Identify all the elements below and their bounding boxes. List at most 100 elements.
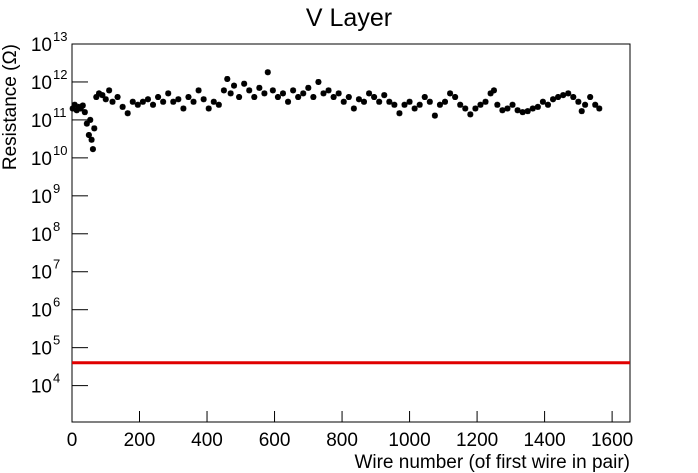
point	[578, 108, 585, 115]
point	[160, 98, 167, 105]
point	[134, 101, 141, 108]
point	[350, 105, 357, 112]
point	[396, 110, 403, 117]
point	[88, 136, 95, 143]
y-tick-label: 10	[31, 35, 52, 56]
point	[144, 96, 151, 103]
point	[360, 98, 367, 105]
y-tick-label: 10	[31, 263, 52, 284]
point	[442, 98, 449, 105]
point	[472, 105, 479, 112]
point	[560, 92, 567, 99]
point	[220, 87, 227, 94]
point	[87, 116, 94, 123]
y-tick-label: 10	[31, 111, 52, 132]
x-tick-label: 1400	[523, 430, 565, 451]
x-tick-label: 200	[124, 430, 156, 451]
point	[89, 146, 96, 153]
point	[83, 120, 90, 127]
point	[150, 101, 157, 108]
y-tick-base: 10	[31, 149, 52, 170]
point	[139, 98, 146, 105]
point	[416, 101, 423, 108]
point	[406, 98, 413, 105]
point	[305, 84, 312, 91]
point	[264, 69, 271, 76]
y-tick-base: 10	[31, 73, 52, 94]
point	[514, 107, 521, 114]
y-tick-base: 10	[31, 111, 52, 132]
y-tick-exponent: 4	[53, 371, 60, 386]
point	[215, 101, 222, 108]
point	[499, 107, 506, 114]
point	[315, 78, 322, 85]
point	[285, 98, 292, 105]
y-tick-base: 10	[31, 35, 52, 56]
x-axis-label: Wire number (of first wire in pair)	[354, 452, 630, 473]
x-tick-label: 400	[191, 430, 223, 451]
point	[490, 87, 497, 94]
point	[109, 98, 116, 105]
point	[175, 96, 182, 103]
point	[544, 101, 551, 108]
point	[565, 90, 572, 97]
x-tick-label: 1600	[591, 430, 633, 451]
point	[261, 90, 268, 97]
point	[269, 87, 276, 94]
point	[426, 98, 433, 105]
x-tick-label: 800	[326, 430, 358, 451]
chart-title: V Layer	[306, 4, 392, 32]
point	[467, 111, 474, 118]
point	[411, 105, 418, 112]
point	[71, 101, 78, 108]
point	[170, 98, 177, 105]
point	[457, 101, 464, 108]
y-tick-label: 10	[31, 339, 52, 360]
y-tick-label: 10	[31, 301, 52, 322]
y-tick-exponent: 10	[53, 143, 67, 158]
x-tick-label: 1000	[388, 430, 430, 451]
y-tick-label: 10	[31, 149, 52, 170]
point	[524, 108, 531, 115]
point	[391, 101, 398, 108]
point	[431, 112, 438, 119]
y-tick-base: 10	[31, 377, 52, 398]
point	[381, 92, 388, 99]
x-tick-label: 0	[67, 430, 78, 451]
point	[290, 87, 297, 94]
point	[73, 107, 80, 114]
point	[69, 105, 76, 112]
point	[180, 105, 187, 112]
point	[274, 94, 281, 101]
point	[102, 96, 109, 103]
point	[190, 98, 197, 105]
x-tick-label: 1200	[456, 430, 498, 451]
y-tick-label: 10	[31, 73, 52, 94]
y-tick-exponent: 7	[53, 257, 60, 272]
point	[91, 125, 98, 132]
y-tick-label: 10	[31, 225, 52, 246]
y-tick-base: 10	[31, 301, 52, 322]
point	[519, 109, 526, 116]
point	[256, 84, 263, 91]
point	[279, 90, 286, 97]
y-tick-label: 10	[31, 187, 52, 208]
y-tick-base: 10	[31, 225, 52, 246]
point	[447, 90, 454, 97]
point	[79, 102, 86, 109]
y-tick-exponent: 11	[53, 105, 67, 120]
point	[376, 98, 383, 105]
point	[300, 90, 307, 97]
point	[93, 94, 100, 101]
y-tick-label: 10	[31, 377, 52, 398]
point	[106, 87, 113, 94]
point	[587, 94, 594, 101]
point	[241, 80, 248, 87]
point	[555, 94, 562, 101]
y-tick-exponent: 5	[53, 333, 60, 348]
point	[224, 75, 231, 82]
point	[195, 87, 202, 94]
point	[325, 87, 332, 94]
point	[477, 101, 484, 108]
